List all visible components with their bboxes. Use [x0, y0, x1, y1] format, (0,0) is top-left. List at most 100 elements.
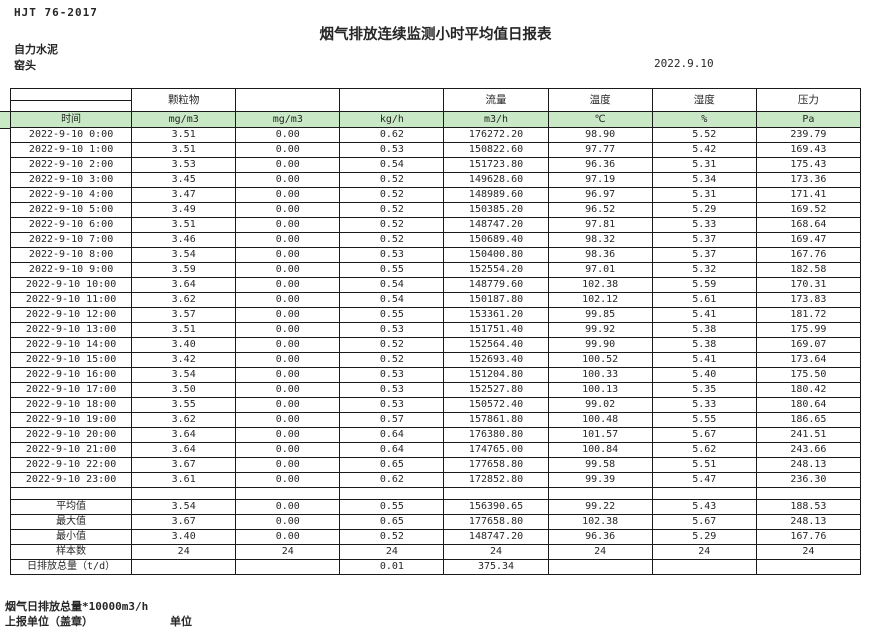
- value-cell: 172852.80: [443, 472, 549, 488]
- value-cell: 5.38: [651, 337, 757, 353]
- value-cell: 0.54: [339, 157, 445, 173]
- value-cell: 5.52: [651, 127, 757, 143]
- value-cell: 186.65: [755, 412, 862, 428]
- value-cell: 100.48: [547, 412, 653, 428]
- unit-cell-mgm3: mg/m3: [235, 111, 341, 128]
- value-cell: 24: [547, 544, 653, 560]
- value-cell: 3.57: [131, 307, 237, 323]
- value-cell: 5.59: [651, 277, 757, 293]
- header-cell-empty: [339, 88, 445, 112]
- row-label-cell: 2022-9-10 18:00: [9, 397, 133, 413]
- value-cell: 101.57: [547, 427, 653, 443]
- row-label-cell: 2022-9-10 3:00: [9, 172, 133, 188]
- value-cell: 98.90: [547, 127, 653, 143]
- value-cell: 0.55: [339, 307, 445, 323]
- value-cell: [235, 487, 341, 500]
- unit-cell-percent: %: [651, 111, 757, 128]
- value-cell: 5.33: [651, 217, 757, 233]
- value-cell: 0.65: [339, 514, 445, 530]
- value-cell: [235, 559, 341, 575]
- value-cell: 0.52: [339, 529, 445, 545]
- row-label-cell: 2022-9-10 0:00: [9, 127, 133, 143]
- value-cell: 99.39: [547, 472, 653, 488]
- value-cell: 0.54: [339, 292, 445, 308]
- value-cell: 5.33: [651, 397, 757, 413]
- value-cell: 167.76: [755, 247, 862, 263]
- hourly-data-row: 2022-9-10 1:00 3.51 0.00 0.53 150822.60 97.77…: [9, 142, 862, 158]
- value-cell: 180.64: [755, 397, 862, 413]
- value-cell: 0.57: [339, 412, 445, 428]
- value-cell: 0.00: [235, 529, 341, 545]
- row-label-cell: 2022-9-10 1:00: [9, 142, 133, 158]
- row-label-cell: 2022-9-10 11:00: [9, 292, 133, 308]
- value-cell: 3.40: [131, 529, 237, 545]
- unit-cell-m3h: m3/h: [443, 111, 549, 128]
- value-cell: 0.55: [339, 262, 445, 278]
- hourly-data-row: 2022-9-10 17:00 3.50 0.00 0.53 152527.80 100.…: [9, 382, 862, 398]
- row-label-cell: 2022-9-10 10:00: [9, 277, 133, 293]
- row-label-cell: 2022-9-10 14:00: [9, 337, 133, 353]
- value-cell: 5.32: [651, 262, 757, 278]
- hourly-data-row: 2022-9-10 9:00 3.59 0.00 0.55 152554.20 97.01…: [9, 262, 862, 278]
- row-label-cell: 2022-9-10 7:00: [9, 232, 133, 248]
- value-cell: 99.85: [547, 307, 653, 323]
- value-cell: 0.52: [339, 337, 445, 353]
- hourly-data-row: 2022-9-10 11:00 3.62 0.00 0.54 150187.80 102.…: [9, 292, 862, 308]
- value-cell: [755, 487, 862, 500]
- unit-header-row: 时间 mg/m3 mg/m3 kg/h m3/h ℃ % Pa: [9, 111, 862, 128]
- value-cell: 0.65: [339, 457, 445, 473]
- value-cell: 3.53: [131, 157, 237, 173]
- value-cell: [651, 487, 757, 500]
- value-cell: 100.13: [547, 382, 653, 398]
- value-cell: 3.67: [131, 514, 237, 530]
- value-cell: 3.51: [131, 217, 237, 233]
- header-cell-humidity: 湿度: [651, 88, 757, 112]
- value-cell: 5.34: [651, 172, 757, 188]
- value-cell: 0.00: [235, 172, 341, 188]
- value-cell: 0.00: [235, 277, 341, 293]
- hourly-data-row: 2022-9-10 4:00 3.47 0.00 0.52 148989.60 96.97…: [9, 187, 862, 203]
- value-cell: 100.33: [547, 367, 653, 383]
- report-unit-label: 上报单位（盖章）: [5, 615, 93, 628]
- value-cell: 248.13: [755, 514, 862, 530]
- value-cell: 0.00: [235, 232, 341, 248]
- value-cell: 169.47: [755, 232, 862, 248]
- value-cell: 3.64: [131, 442, 237, 458]
- value-cell: [443, 487, 549, 500]
- value-cell: 0.52: [339, 172, 445, 188]
- value-cell: 99.22: [547, 499, 653, 515]
- row-label-cell: 样本数: [9, 544, 133, 560]
- value-cell: 173.64: [755, 352, 862, 368]
- row-label-cell: 日排放总量（t/d）: [9, 559, 133, 575]
- hourly-data-row: 2022-9-10 6:00 3.51 0.00 0.52 148747.20 97.81…: [9, 217, 862, 233]
- value-cell: 5.42: [651, 142, 757, 158]
- value-cell: 5.37: [651, 247, 757, 263]
- hourly-data-row: 2022-9-10 21:00 3.64 0.00 0.64 174765.00 100.…: [9, 442, 862, 458]
- value-cell: 167.76: [755, 529, 862, 545]
- header-cell-empty: [235, 88, 341, 112]
- row-label-cell: 2022-9-10 23:00: [9, 472, 133, 488]
- value-cell: 96.36: [547, 529, 653, 545]
- row-label-cell: 2022-9-10 15:00: [9, 352, 133, 368]
- value-cell: 3.62: [131, 292, 237, 308]
- value-cell: 169.43: [755, 142, 862, 158]
- value-cell: 152564.40: [443, 337, 549, 353]
- value-cell: 0.54: [339, 277, 445, 293]
- value-cell: 0.00: [235, 292, 341, 308]
- value-cell: 3.50: [131, 382, 237, 398]
- unit-label: 单位: [170, 615, 192, 628]
- value-cell: 5.62: [651, 442, 757, 458]
- value-cell: 3.46: [131, 232, 237, 248]
- value-cell: 0.00: [235, 514, 341, 530]
- value-cell: 248.13: [755, 457, 862, 473]
- row-label-cell: 2022-9-10 16:00: [9, 367, 133, 383]
- footer-signature-row: 上报单位（盖章） 单位: [5, 613, 192, 629]
- value-cell: 176272.20: [443, 127, 549, 143]
- value-cell: 24: [339, 544, 445, 560]
- hourly-data-row: 2022-9-10 15:00 3.42 0.00 0.52 152693.40 100.…: [9, 352, 862, 368]
- value-cell: 3.62: [131, 412, 237, 428]
- hourly-data-row: 2022-9-10 10:00 3.64 0.00 0.54 148779.60 102.…: [9, 277, 862, 293]
- value-cell: 181.72: [755, 307, 862, 323]
- value-cell: 97.77: [547, 142, 653, 158]
